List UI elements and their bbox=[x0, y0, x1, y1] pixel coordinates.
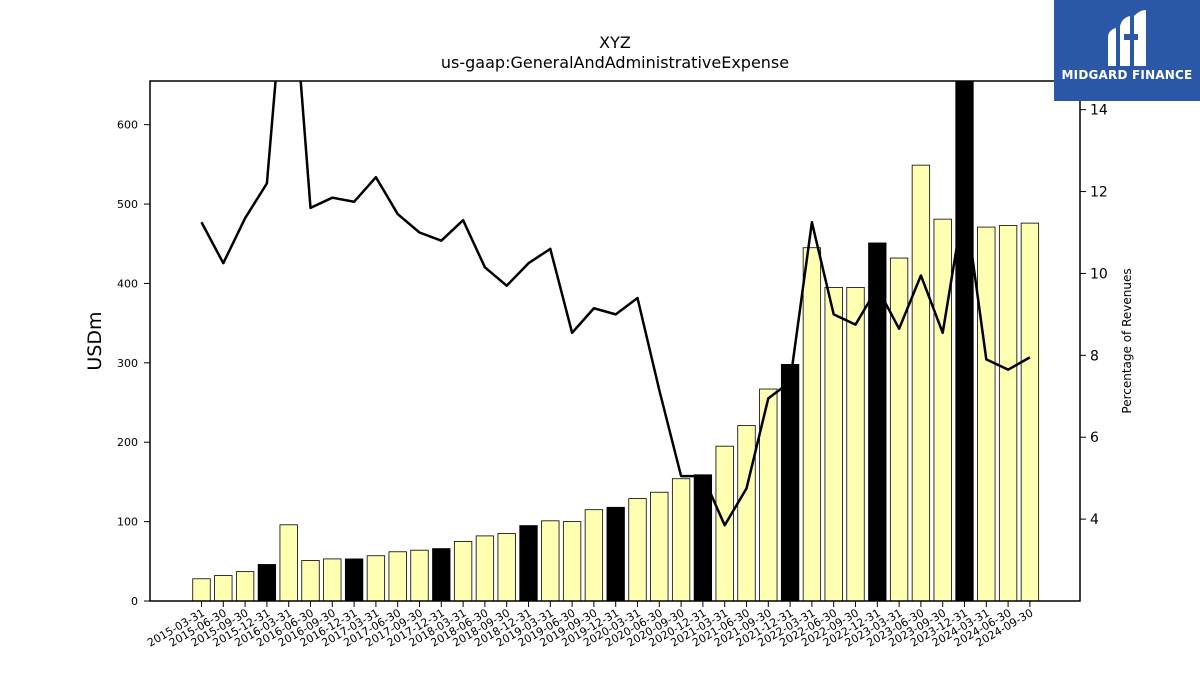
bar-2015-12-31 bbox=[257, 564, 277, 601]
bar-2016-09-30 bbox=[323, 558, 342, 601]
y-axis-right: 4 6 8 10 12 14 bbox=[1080, 103, 1108, 528]
bar-2017-06-30 bbox=[388, 551, 407, 601]
bar-2017-12-31 bbox=[432, 548, 451, 601]
logo-mark-icon bbox=[1108, 10, 1146, 66]
bar-2020-03-31 bbox=[628, 498, 647, 601]
chart-subtitle: us-gaap:GeneralAndAdministrativeExpense bbox=[441, 53, 789, 72]
bar-2021-09-30 bbox=[759, 388, 778, 601]
bar-2022-06-30 bbox=[824, 287, 843, 601]
y-tick-label-100: 100 bbox=[117, 516, 138, 529]
bar-2015-03-31 bbox=[192, 578, 211, 601]
bar-2022-03-31 bbox=[802, 247, 822, 601]
bar-2019-12-31 bbox=[606, 506, 625, 601]
y-tick-label-300: 300 bbox=[117, 357, 138, 370]
y2-axis-label: Percentage of Revenues bbox=[1120, 268, 1134, 413]
y-tick-label-200: 200 bbox=[117, 436, 138, 449]
bar-2023-03-31 bbox=[889, 257, 909, 601]
bar-2018-12-31 bbox=[519, 525, 538, 601]
y-tick-label-400: 400 bbox=[117, 277, 138, 290]
y2-tick-label-6: 6 bbox=[1090, 430, 1099, 446]
bar-2015-06-30 bbox=[214, 575, 233, 601]
bar-2023-12-31 bbox=[955, 81, 974, 601]
y2-tick-label-8: 8 bbox=[1090, 348, 1099, 364]
y-axis-left: 0 100 200 300 400 500 600 bbox=[117, 119, 150, 608]
bar-2016-12-31 bbox=[344, 558, 364, 601]
bar-2020-06-30 bbox=[650, 491, 669, 601]
y2-tick-label-4: 4 bbox=[1090, 512, 1099, 528]
bar-2016-06-30 bbox=[301, 560, 320, 601]
bar-2020-09-30 bbox=[671, 478, 691, 601]
chart-title: XYZ bbox=[599, 33, 631, 52]
bar-2016-03-31 bbox=[279, 524, 298, 601]
bar-2017-09-30 bbox=[410, 549, 429, 601]
bars-layer bbox=[192, 81, 1040, 601]
bar-2019-06-30 bbox=[562, 521, 582, 601]
bar-2015-09-30 bbox=[235, 571, 255, 601]
bar-2024-03-31 bbox=[977, 226, 996, 601]
bar-2017-03-31 bbox=[366, 555, 386, 601]
x-axis: 2015-03-312015-06-302015-09-302015-12-31… bbox=[145, 601, 1035, 650]
line-layer bbox=[200, 81, 1031, 527]
bar-2023-06-30 bbox=[911, 164, 931, 601]
bar-2024-06-30 bbox=[998, 225, 1018, 601]
bar-2018-09-30 bbox=[497, 533, 516, 601]
bar-2020-12-31 bbox=[693, 474, 713, 601]
y2-tick-label-14: 14 bbox=[1090, 103, 1108, 119]
bar-2019-09-30 bbox=[584, 509, 604, 601]
bar-2021-06-30 bbox=[737, 425, 756, 601]
y2-tick-label-10: 10 bbox=[1090, 266, 1108, 282]
bar-2018-03-31 bbox=[453, 541, 473, 601]
bar-2021-12-31 bbox=[780, 364, 800, 601]
brand-logo: MIDGARD FINANCE bbox=[1054, 0, 1200, 101]
y-tick-label-0: 0 bbox=[131, 595, 138, 608]
y-tick-label-600: 600 bbox=[117, 119, 138, 132]
bar-2022-09-30 bbox=[846, 287, 865, 601]
bar-2019-03-31 bbox=[541, 520, 560, 601]
bar-2024-09-30 bbox=[1020, 222, 1040, 601]
y-tick-label-500: 500 bbox=[117, 198, 138, 211]
y2-tick-label-12: 12 bbox=[1090, 185, 1108, 201]
bar-2018-06-30 bbox=[475, 535, 495, 601]
logo-text: MIDGARD FINANCE bbox=[1061, 68, 1193, 82]
y-axis-label: USDm bbox=[84, 311, 106, 370]
plot-frame bbox=[149, 80, 1081, 602]
bar-2023-09-30 bbox=[933, 218, 952, 601]
